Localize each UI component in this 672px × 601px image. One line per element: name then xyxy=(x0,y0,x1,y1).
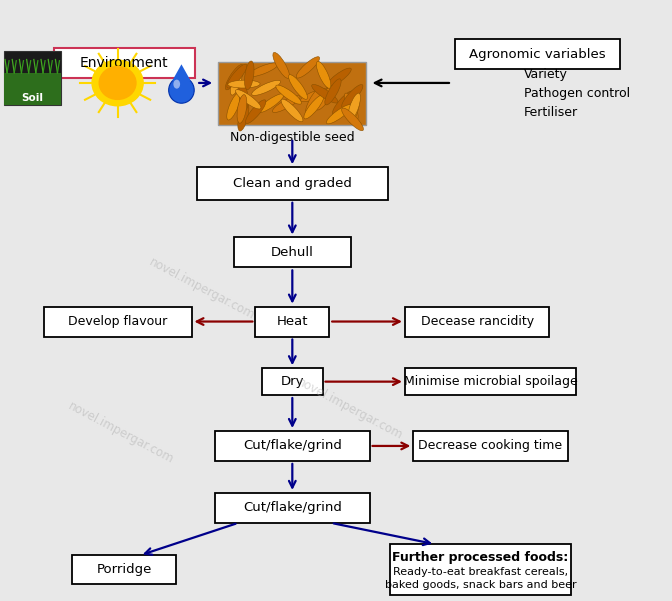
Text: Ready-to-eat breakfast cereals,: Ready-to-eat breakfast cereals, xyxy=(393,567,568,577)
FancyBboxPatch shape xyxy=(455,39,620,69)
Circle shape xyxy=(92,60,143,106)
FancyBboxPatch shape xyxy=(3,51,60,105)
Ellipse shape xyxy=(225,64,243,90)
Ellipse shape xyxy=(316,85,335,110)
FancyBboxPatch shape xyxy=(215,493,370,523)
Text: novel.impergar.com: novel.impergar.com xyxy=(66,399,176,466)
Ellipse shape xyxy=(249,63,278,77)
Text: Decrease cooking time: Decrease cooking time xyxy=(419,439,562,453)
Text: Minimise microbial spoilage: Minimise microbial spoilage xyxy=(404,375,577,388)
Text: Agronomic variables: Agronomic variables xyxy=(469,47,606,61)
Ellipse shape xyxy=(273,52,290,78)
Ellipse shape xyxy=(304,95,324,119)
Ellipse shape xyxy=(348,93,360,121)
Text: Porridge: Porridge xyxy=(97,563,152,576)
Text: novel.impergar.com: novel.impergar.com xyxy=(146,255,257,322)
FancyBboxPatch shape xyxy=(413,431,568,461)
Ellipse shape xyxy=(238,103,249,131)
Text: Heat: Heat xyxy=(277,315,308,328)
Ellipse shape xyxy=(288,75,307,99)
FancyBboxPatch shape xyxy=(262,368,323,395)
Ellipse shape xyxy=(235,90,261,109)
Ellipse shape xyxy=(237,94,247,123)
FancyBboxPatch shape xyxy=(255,307,329,337)
FancyBboxPatch shape xyxy=(405,368,576,395)
Text: Variety
Pathogen control
Fertiliser: Variety Pathogen control Fertiliser xyxy=(524,68,630,118)
Text: Decease rancidity: Decease rancidity xyxy=(421,315,534,328)
Ellipse shape xyxy=(326,68,351,88)
Text: Soil: Soil xyxy=(22,93,43,103)
Text: Environment: Environment xyxy=(80,56,169,70)
FancyBboxPatch shape xyxy=(215,431,370,461)
Ellipse shape xyxy=(258,94,284,112)
Ellipse shape xyxy=(341,108,364,130)
Ellipse shape xyxy=(344,93,358,120)
FancyBboxPatch shape xyxy=(72,555,176,584)
Polygon shape xyxy=(172,64,191,81)
Ellipse shape xyxy=(306,88,322,114)
FancyBboxPatch shape xyxy=(196,166,388,200)
Ellipse shape xyxy=(296,56,320,78)
Ellipse shape xyxy=(281,99,303,122)
Ellipse shape xyxy=(272,96,300,112)
Ellipse shape xyxy=(226,93,241,120)
FancyBboxPatch shape xyxy=(54,48,195,78)
Ellipse shape xyxy=(252,81,280,96)
FancyBboxPatch shape xyxy=(218,62,366,125)
Ellipse shape xyxy=(169,77,194,103)
Ellipse shape xyxy=(276,85,302,104)
Text: Cut/flake/grind: Cut/flake/grind xyxy=(243,501,342,514)
Ellipse shape xyxy=(300,88,331,102)
Text: Develop flavour: Develop flavour xyxy=(68,315,167,328)
Ellipse shape xyxy=(327,105,352,124)
FancyBboxPatch shape xyxy=(44,307,192,337)
Ellipse shape xyxy=(230,67,243,95)
FancyBboxPatch shape xyxy=(3,73,60,105)
Text: novel.impergar.com: novel.impergar.com xyxy=(294,375,405,442)
Ellipse shape xyxy=(228,80,260,88)
Text: Dehull: Dehull xyxy=(271,246,314,259)
FancyBboxPatch shape xyxy=(405,307,549,337)
Text: Further processed foods:: Further processed foods: xyxy=(392,551,569,564)
Text: baked goods, snack bars and beer: baked goods, snack bars and beer xyxy=(384,580,577,590)
Ellipse shape xyxy=(349,94,360,123)
Ellipse shape xyxy=(342,85,363,108)
Text: Non-digestible seed: Non-digestible seed xyxy=(230,131,355,144)
Ellipse shape xyxy=(317,61,331,88)
FancyBboxPatch shape xyxy=(390,545,571,595)
Circle shape xyxy=(99,67,136,99)
FancyBboxPatch shape xyxy=(234,237,351,267)
Ellipse shape xyxy=(325,79,341,105)
Ellipse shape xyxy=(245,100,266,124)
Text: Cut/flake/grind: Cut/flake/grind xyxy=(243,439,342,453)
Ellipse shape xyxy=(333,91,353,115)
Ellipse shape xyxy=(227,64,247,88)
Ellipse shape xyxy=(173,79,180,89)
Text: Dry: Dry xyxy=(281,375,304,388)
Ellipse shape xyxy=(312,85,338,103)
Ellipse shape xyxy=(239,82,248,111)
Text: Clean and graded: Clean and graded xyxy=(233,177,351,190)
Ellipse shape xyxy=(245,61,254,90)
